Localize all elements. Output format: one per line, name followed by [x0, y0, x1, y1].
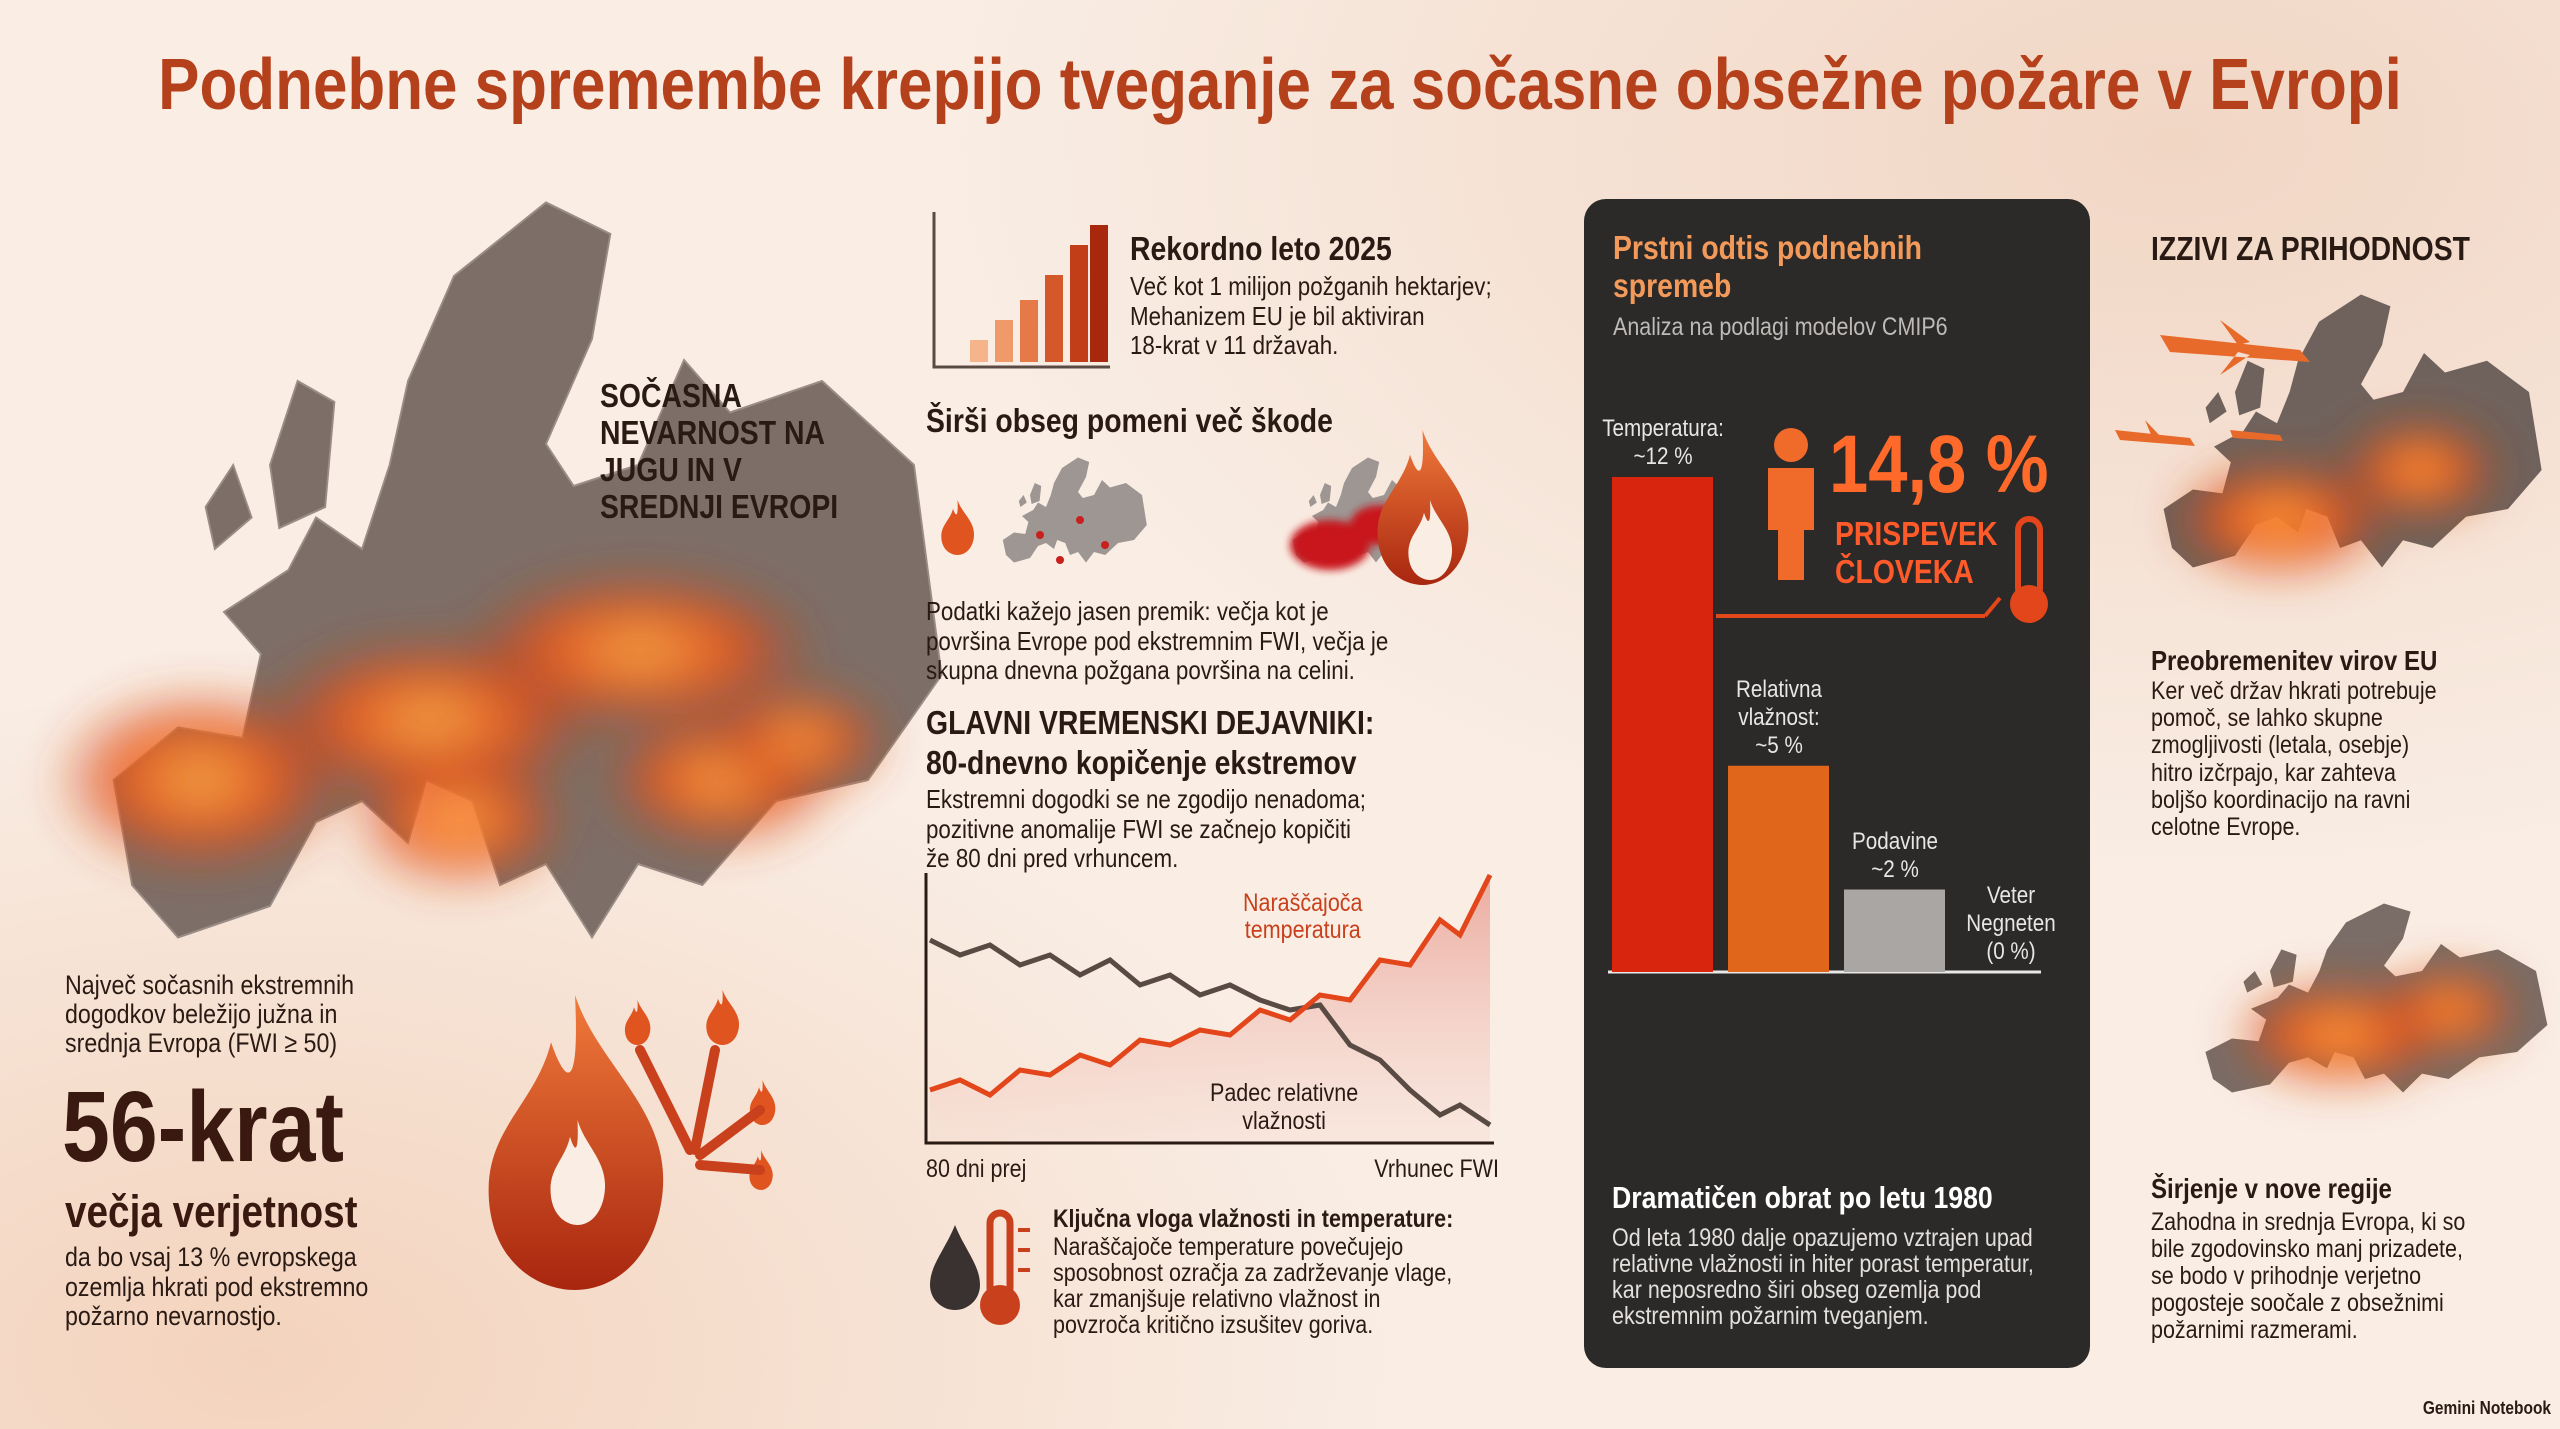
key-role-title: Ključna vloga vlažnosti in temperature:	[1053, 1205, 1454, 1233]
drivers-title: GLAVNI VREMENSKI DEJAVNIKI: 80-dnevno ko…	[926, 704, 1375, 781]
map-label: SOČASNA NEVARNOST NA JUGU IN V SREDNJI E…	[600, 377, 839, 525]
footer-brand: Gemini Notebook	[2422, 1398, 2551, 1418]
human-share: 14,8 %	[1829, 419, 2049, 510]
bar-category-label: Temperatura:	[1601, 415, 1724, 442]
panel-subtitle: Analiza na podlagi modelov CMIP6	[1613, 313, 1948, 341]
bar	[1844, 889, 1945, 972]
fire-icon	[488, 990, 776, 1290]
humidity-label: Padec relativne vlažnosti	[1210, 1079, 1359, 1135]
bar	[1612, 477, 1713, 972]
future-maps	[2115, 294, 2548, 1093]
key-role-text: Naraščajoče temperature povečujejo sposo…	[1053, 1233, 1453, 1339]
bar-category-label: Veter Negneten	[1965, 882, 2056, 937]
overload-title: Preobremenitev virov EU	[2151, 645, 2438, 676]
overload-text: Ker več držav hkrati potrebuje pomoč, se…	[2151, 677, 2437, 842]
human-label: PRISPEVEK ČLOVEKA	[1835, 515, 1998, 590]
scope-text: Podatki kažejo jasen premik: večja kot j…	[926, 596, 1389, 685]
x-start-label: 80 dni prej	[926, 1155, 1027, 1183]
page-title: Podnebne spremembe krepijo tveganje za s…	[158, 45, 2402, 125]
temperature-label: Naraščajoča temperatura	[1243, 889, 1363, 944]
bar-category-label: Relativna vlažnost:	[1735, 675, 1822, 731]
record-title: Rekordno leto 2025	[1130, 230, 1392, 267]
record-text: Več kot 1 milijon požganih hektarjev; Me…	[1130, 271, 1492, 360]
bar	[1728, 765, 1829, 972]
x-end-label: Vrhunec FWI	[1374, 1155, 1499, 1183]
bar-value-label: ~2 %	[1870, 855, 1919, 883]
panel-title: Prstni odtis podnebnih spremeb	[1613, 229, 1923, 304]
shift-title: Dramatičen obrat po letu 1980	[1612, 1180, 1993, 1215]
future-title: IZZIVI ZA PRIHODNOST	[2151, 230, 2471, 267]
bar-value-label: ~5 %	[1754, 731, 1803, 759]
bar-value-label: ~12 %	[1632, 443, 1693, 470]
europe-map	[50, 203, 942, 938]
drivers-text: Ekstremni dogodki se ne zgodijo nenadoma…	[926, 784, 1367, 873]
shift-text: Od leta 1980 dalje opazujemo vztrajen up…	[1612, 1224, 2034, 1330]
regions-text: Zahodna in srednja Evropa, ki so bile zg…	[2151, 1208, 2466, 1344]
big-label: večja verjetnost	[65, 1186, 358, 1237]
bar-value-label: (0 %)	[1985, 938, 2036, 965]
scope-maps	[941, 430, 1469, 585]
human-icon	[1716, 428, 2048, 623]
intro-text: Največ sočasnih ekstremnih dogodkov bele…	[65, 970, 355, 1058]
note-text: da bo vsaj 13 % evropskega ozemlja hkrat…	[65, 1242, 369, 1331]
humidity-temperature-icons	[930, 1209, 1030, 1325]
bar-category-label: Podavine	[1851, 827, 1938, 855]
regions-title: Širjenje v nove regije	[2151, 1173, 2392, 1204]
trend-illustration	[924, 873, 1494, 1145]
big-number: 56-krat	[62, 1071, 345, 1183]
scope-title: Širši obseg pomeni več škode	[926, 402, 1333, 439]
record-icon	[932, 212, 1110, 369]
